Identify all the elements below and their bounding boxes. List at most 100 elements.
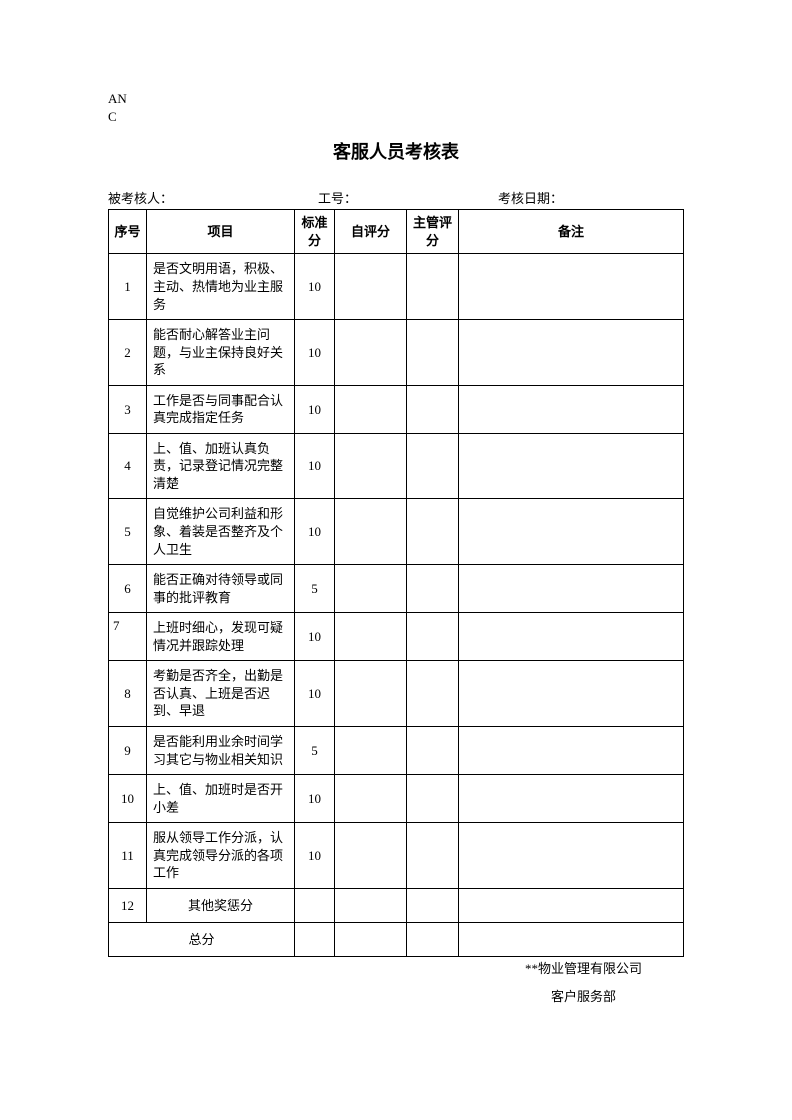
table-row: 12 其他奖惩分 [109,888,684,922]
table-row: 3 工作是否与同事配合认真完成指定任务 10 [109,385,684,433]
meta-row: 被考核人： 工号： 考核日期： [108,188,684,207]
cell-item: 考勤是否齐全，出勤是否认真、上班是否迟到、早退 [147,661,295,727]
th-note: 备注 [459,210,684,254]
meta-assessee: 被考核人： [108,188,318,207]
cell-seq: 2 [109,320,147,386]
footer: **物业管理有限公司 客户服务部 [525,955,642,1010]
cell-item: 上班时细心，发现可疑情况并跟踪处理 [147,613,295,661]
cell-seq: 6 [109,565,147,613]
cell-seq: 11 [109,823,147,889]
cell-note [459,888,684,922]
cell-sup [407,385,459,433]
cell-self [335,888,407,922]
cell-self [335,433,407,499]
cell-note [459,613,684,661]
cell-item: 其他奖惩分 [147,888,295,922]
cell-item: 上、值、加班时是否开小差 [147,775,295,823]
cell-note [459,433,684,499]
cell-seq: 10 [109,775,147,823]
top-label-line2: C [108,108,684,126]
cell-std: 5 [295,726,335,774]
table-header-row: 序号 项目 标准分 自评分 主管评分 备注 [109,210,684,254]
table-row: 7 上班时细心，发现可疑情况并跟踪处理 10 [109,613,684,661]
meta-date: 考核日期： [498,188,684,207]
cell-self [335,385,407,433]
cell-note [459,775,684,823]
table-total-row: 总分 [109,922,684,956]
cell-self [335,320,407,386]
cell-note [459,254,684,320]
cell-self [335,254,407,320]
cell-sup [407,433,459,499]
cell-std: 10 [295,433,335,499]
cell-item: 能否正确对待领导或同事的批评教育 [147,565,295,613]
cell-note [459,320,684,386]
table-row: 10 上、值、加班时是否开小差 10 [109,775,684,823]
cell-sup [407,775,459,823]
cell-std: 10 [295,661,335,727]
cell-self [335,823,407,889]
cell-item: 上、值、加班认真负责，记录登记情况完整清楚 [147,433,295,499]
cell-self [335,565,407,613]
meta-empno: 工号： [318,188,498,207]
cell-self [335,775,407,823]
total-sup [407,922,459,956]
top-label-line1: AN [108,90,684,108]
cell-self [335,613,407,661]
total-self [335,922,407,956]
cell-sup [407,661,459,727]
page-title: 客服人员考核表 [108,138,684,164]
cell-seq: 7 [109,613,147,661]
cell-seq: 9 [109,726,147,774]
cell-note [459,565,684,613]
th-std: 标准分 [295,210,335,254]
cell-sup [407,320,459,386]
cell-sup [407,565,459,613]
cell-seq: 8 [109,661,147,727]
cell-std: 10 [295,613,335,661]
table-row: 6 能否正确对待领导或同事的批评教育 5 [109,565,684,613]
cell-sup [407,726,459,774]
cell-note [459,823,684,889]
table-row: 8 考勤是否齐全，出勤是否认真、上班是否迟到、早退 10 [109,661,684,727]
assessment-table: 序号 项目 标准分 自评分 主管评分 备注 1 是否文明用语，积极、主动、热情地… [108,209,684,956]
top-left-label: AN C [108,90,684,126]
cell-item: 自觉维护公司利益和形象、着装是否整齐及个人卫生 [147,499,295,565]
table-row: 11 服从领导工作分派，认真完成领导分派的各项工作 10 [109,823,684,889]
cell-seq: 12 [109,888,147,922]
table-row: 9 是否能利用业余时间学习其它与物业相关知识 5 [109,726,684,774]
cell-sup [407,888,459,922]
table-row: 4 上、值、加班认真负责，记录登记情况完整清楚 10 [109,433,684,499]
cell-std: 5 [295,565,335,613]
cell-std: 10 [295,254,335,320]
cell-item: 服从领导工作分派，认真完成领导分派的各项工作 [147,823,295,889]
th-self: 自评分 [335,210,407,254]
cell-seq: 3 [109,385,147,433]
total-label: 总分 [109,922,295,956]
th-item: 项目 [147,210,295,254]
th-sup: 主管评分 [407,210,459,254]
table-row: 2 能否耐心解答业主问题，与业主保持良好关系 10 [109,320,684,386]
cell-item: 工作是否与同事配合认真完成指定任务 [147,385,295,433]
cell-std: 10 [295,823,335,889]
cell-seq: 5 [109,499,147,565]
cell-sup [407,823,459,889]
total-note [459,922,684,956]
cell-std [295,888,335,922]
th-seq: 序号 [109,210,147,254]
cell-self [335,661,407,727]
cell-sup [407,613,459,661]
cell-note [459,499,684,565]
cell-seq: 4 [109,433,147,499]
cell-self [335,499,407,565]
footer-company: **物业管理有限公司 [525,955,642,982]
cell-std: 10 [295,320,335,386]
cell-sup [407,499,459,565]
cell-item: 是否能利用业余时间学习其它与物业相关知识 [147,726,295,774]
cell-note [459,661,684,727]
table-row: 5 自觉维护公司利益和形象、着装是否整齐及个人卫生 10 [109,499,684,565]
total-std [295,922,335,956]
cell-sup [407,254,459,320]
cell-item: 是否文明用语，积极、主动、热情地为业主服务 [147,254,295,320]
cell-std: 10 [295,499,335,565]
